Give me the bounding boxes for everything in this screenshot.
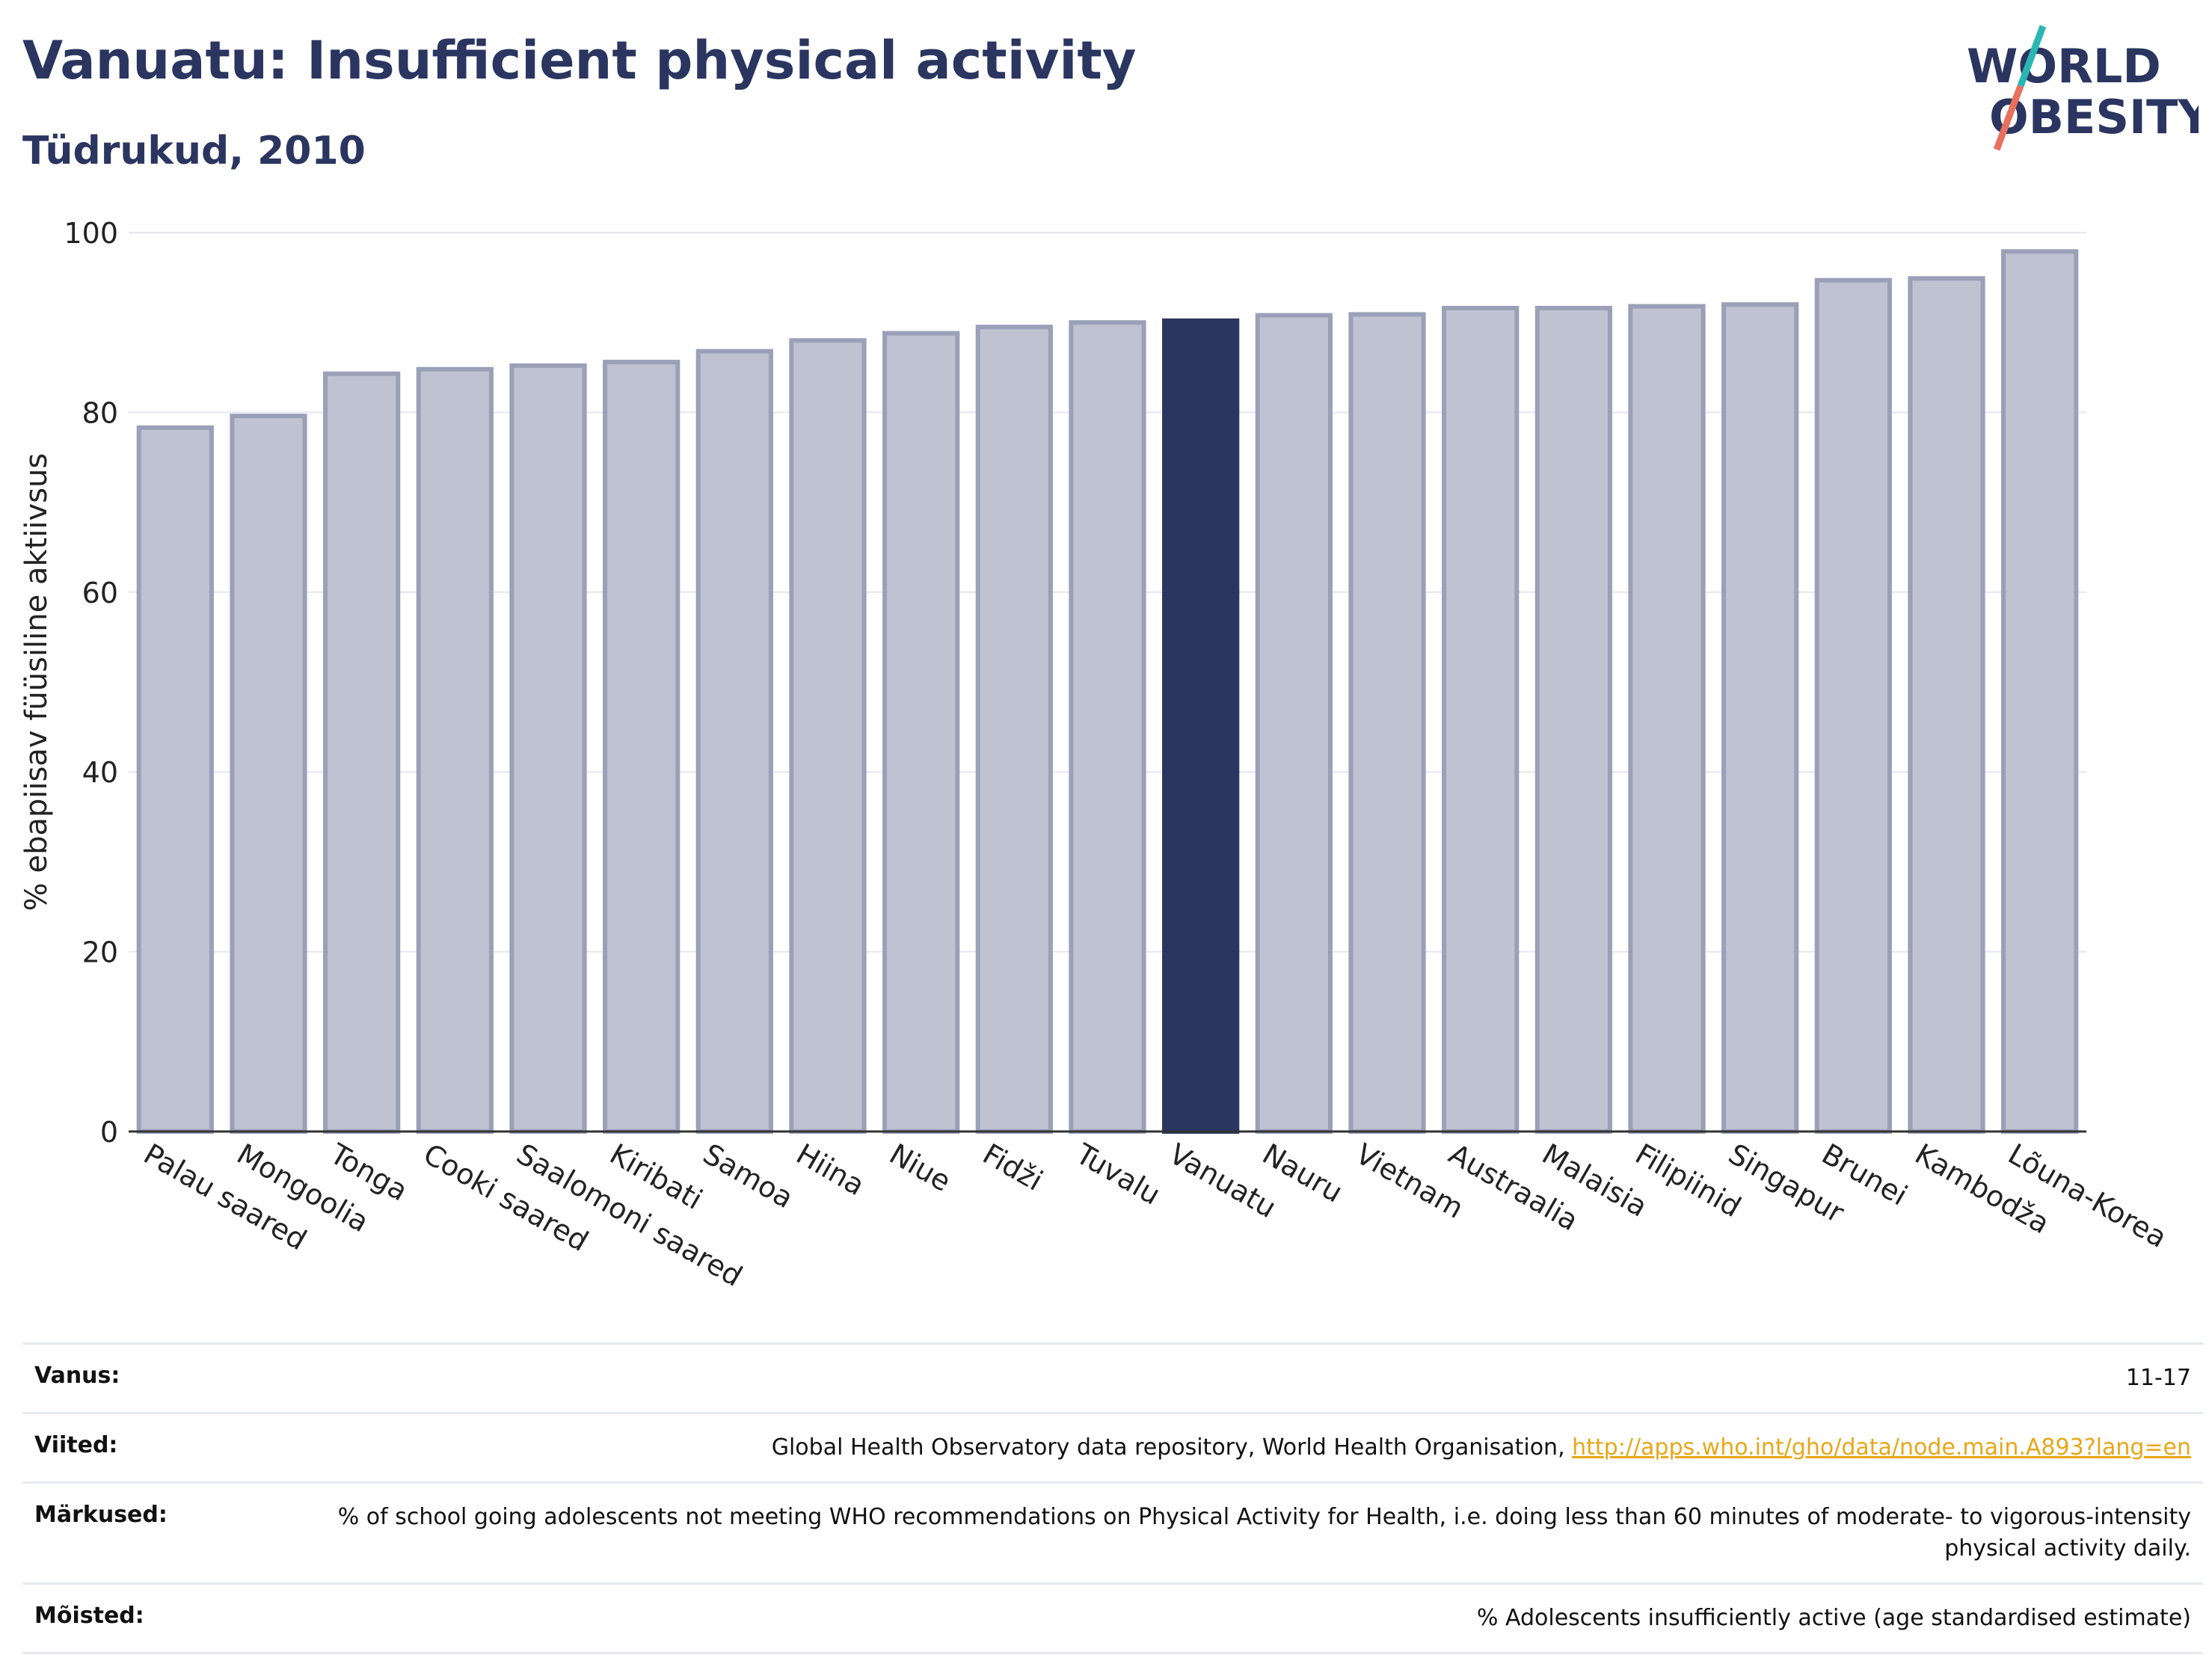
footer-value-notes: % of school going adolescents not meetin… [337, 1504, 2191, 1562]
bar-saalomoni-saared [509, 363, 587, 1134]
footer-label-notes: Märkused: [34, 1502, 168, 1528]
bar-brunei [1814, 277, 1892, 1134]
x-tick-label: Samoa [698, 1137, 799, 1215]
bar-hiina [789, 338, 867, 1134]
bar-niue [882, 331, 960, 1134]
world-obesity-logo: WORLD OBESITY [1967, 25, 2199, 151]
x-tick-label: Vanuatu [1164, 1137, 1282, 1224]
footer-row-definitions: Mõisted: % Adolescents insufficiently ac… [22, 1582, 2203, 1654]
footer-row-age: Vanus: 11-17 [22, 1342, 2203, 1412]
reference-link[interactable]: http://apps.who.int/gho/data/node.main.A… [1572, 1434, 2191, 1461]
bar-malaisia [1534, 305, 1612, 1134]
footer-value-definitions: % Adolescents insufficiently active (age… [1476, 1605, 2191, 1631]
y-axis-ticks: 0 20 40 60 80 100 [64, 217, 118, 1149]
x-tick-label: Filipiinid [1630, 1137, 1747, 1223]
bar-tuvalu [1069, 320, 1146, 1134]
y-tick-label: 40 [82, 756, 118, 789]
footer-row-notes: Märkused: % of school going adolescents … [22, 1481, 2203, 1582]
footer-label-definitions: Mõisted: [34, 1603, 144, 1629]
y-tick-label: 20 [82, 936, 118, 969]
bar-samoa [695, 348, 773, 1134]
bar-nauru [1255, 313, 1333, 1134]
bar-kiribati [603, 360, 681, 1134]
bar-palau-saared [136, 425, 214, 1134]
footer-label-age: Vanus: [34, 1363, 120, 1389]
logo-line2: OBESITY [1989, 90, 2199, 144]
y-axis-label: % ebapiisav füüsiline aktiivsus [19, 453, 54, 912]
bar-filipiinid [1628, 304, 1706, 1134]
bar-vietnam [1348, 312, 1426, 1134]
y-tick-label: 60 [82, 577, 118, 610]
y-tick-label: 0 [100, 1116, 118, 1149]
bar-mongoolia [230, 414, 307, 1134]
x-tick-label: Fidži [977, 1137, 1048, 1197]
y-tick-label: 80 [82, 396, 118, 429]
bar-singapur [1721, 302, 1799, 1134]
bar-l-una-korea [2001, 249, 2079, 1134]
page-subtitle: Tüdrukud, 2010 [22, 129, 366, 174]
x-tick-label: Hiina [791, 1137, 870, 1203]
bar-fid-i [975, 325, 1053, 1134]
x-tick-label: Vietnam [1351, 1137, 1469, 1225]
footer-table: Vanus: 11-17 Viited: Global Health Obser… [22, 1342, 2203, 1654]
bar-austraalia [1442, 305, 1520, 1134]
bar-kambod-a [1908, 276, 1985, 1134]
logo-line1: WORLD [1967, 39, 2161, 93]
bar-cooki-saared [416, 366, 494, 1134]
x-tick-label: Niue [884, 1137, 956, 1198]
y-tick-label: 100 [64, 217, 118, 250]
footer-row-references: Viited: Global Health Observatory data r… [22, 1412, 2203, 1481]
logo-slash-coral [1993, 85, 2024, 151]
reference-text: Global Health Observatory data repositor… [771, 1434, 1573, 1461]
x-tick-label: Tuvalu [1070, 1137, 1166, 1212]
footer-label-references: Viited: [34, 1432, 118, 1458]
page-title: Vanuatu: Insufficient physical activity [22, 30, 1137, 91]
bars [136, 249, 2079, 1134]
bar-vanuatu [1162, 318, 1240, 1134]
footer-value-age: 11-17 [2125, 1365, 2191, 1391]
footer-value-references: Global Health Observatory data repositor… [772, 1432, 2191, 1464]
logo-slash-teal [2017, 25, 2047, 87]
bar-tonga [323, 371, 401, 1134]
